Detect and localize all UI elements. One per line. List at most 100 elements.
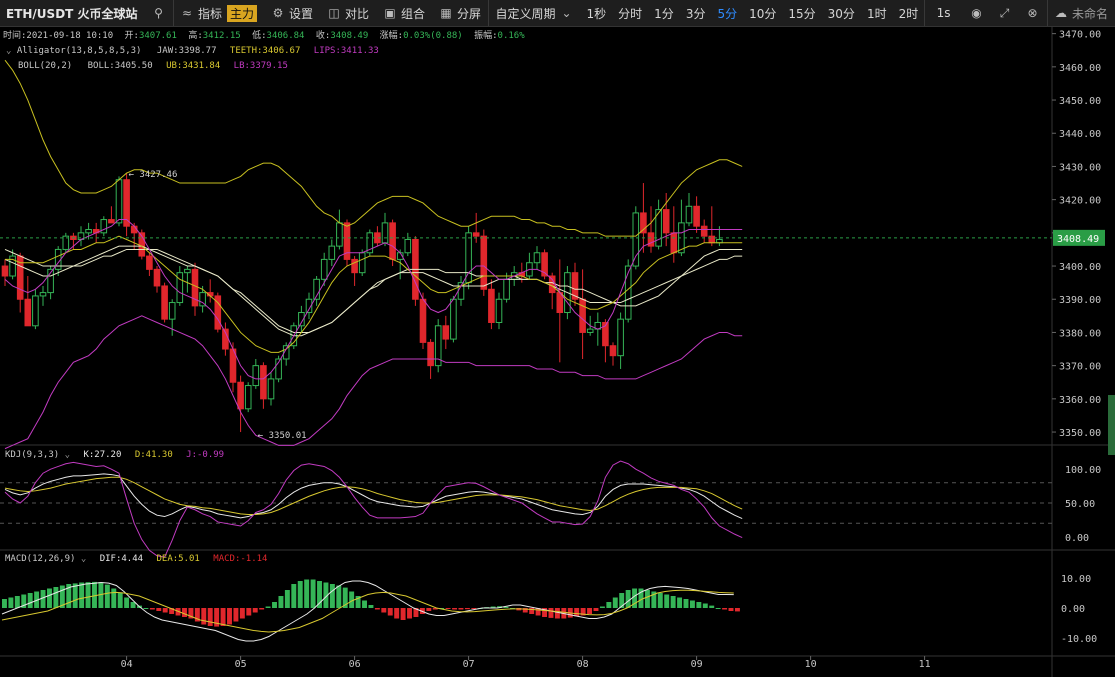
side-panel-handle[interactable] [1108,395,1115,455]
macd-histogram-bar [278,596,284,608]
search-button[interactable]: ⚲ [145,0,173,26]
candle-body [434,325,442,367]
interval-button[interactable]: 1s [936,6,951,20]
macd-histogram-bar [612,597,618,608]
macd-histogram-bar [317,581,322,608]
kdj-tick-label: 0.00 [1065,533,1089,544]
macd-histogram-bar [342,587,348,608]
macd-histogram-bar [702,603,708,608]
macd-histogram-bar [272,602,277,608]
period-tab[interactable]: 1秒 [586,6,607,21]
period-tab[interactable]: 3分 [685,6,706,21]
period-tab[interactable]: 15分 [788,6,816,21]
combo-button[interactable]: ▣ 组合 [376,0,432,26]
y-tick-label: 3470.00 [1059,30,1101,41]
macd-dea-line [1,589,734,633]
candle-body [670,232,678,254]
candle-body [153,268,161,287]
macd-histogram-bar [239,608,245,619]
candle-body [579,298,586,333]
macd-histogram-bar [8,597,14,608]
candle-body [282,345,290,360]
period-tab[interactable]: 1分 [654,6,674,21]
x-tick-label: 10 [805,659,817,670]
boll-legend[interactable]: BOLL(20,2) BOLL:3405.50 UB:3431.84 LB:33… [18,61,288,71]
macd-histogram-bar [284,590,290,608]
candle-body [693,205,700,227]
macd-histogram-bar [130,602,136,608]
kdj-legend[interactable]: KDJ(9,3,3) ⌄ K:27.20 D:41.30 J:-0.99 [5,450,224,460]
period-tab[interactable]: 分时 [618,6,643,21]
macd-histogram-bar [574,608,580,617]
candle-body [343,222,351,260]
macd-tick-label: 10.00 [1061,574,1091,585]
close-icon: ⊗ [1027,6,1038,20]
y-tick-label: 3430.00 [1059,162,1101,173]
macd-tick-label: 0.00 [1061,604,1085,615]
macd-histogram-bar [304,579,310,608]
macd-histogram-bar [194,608,200,622]
x-tick-label: 04 [121,659,133,670]
macd-histogram-bar [625,590,631,608]
macd-histogram-bar [632,588,638,608]
period-tab[interactable]: 5分 [717,6,738,21]
macd-histogram-bar [638,588,644,608]
candle-body [624,265,632,320]
candle-body [480,235,488,290]
compare-button[interactable]: ◫ 对比 [320,0,376,26]
macd-histogram-bar [156,608,162,611]
candle-body [24,298,32,327]
macd-histogram-bar [310,579,316,608]
indicators-button[interactable]: ≈ 指标 主力 [173,0,264,26]
indicators-icon: ≈ [181,6,192,20]
macd-histogram-bar [233,608,239,622]
x-tick-label: 07 [463,659,475,670]
macd-histogram-bar [535,608,541,616]
macd-legend[interactable]: MACD(12,26,9) ⌄ DIF:4.44 DEA:5.01 MACD:-… [5,554,267,564]
macd-histogram-bar [522,608,528,613]
symbol-selector[interactable]: ETH/USDT 火币全球站 [6,6,138,21]
last-price-label: 3408.49 [1057,234,1099,245]
custom-period-dropdown[interactable]: 自定义周期 ⌄ [489,0,581,26]
candle-body [252,365,260,387]
macd-histogram-bar [79,582,85,608]
candle-body [450,298,457,340]
candle-body [632,212,640,267]
macd-histogram-bar [587,608,593,614]
split-screen-button[interactable]: ▦ 分屏 [432,0,488,26]
camera-icon: ◉ [971,6,982,20]
macd-histogram-bar [593,608,599,611]
macd-histogram-bar [677,597,683,608]
fullscreen-button[interactable]: ⤢ [991,0,1019,26]
macd-histogram-bar [323,582,329,608]
macd-histogram-bar [374,608,380,610]
kline-chart[interactable]: ← 3427.46 ← 3350.01 3470.00 3460.00 3450.00… [0,27,1115,677]
candle-body [244,385,252,410]
settings-button[interactable]: ⚙ 设置 [264,0,320,26]
alligator-legend[interactable]: ⌄ Alligator(13,8,5,8,5,3) JAW:3398.77 TE… [6,46,379,56]
candle-body [47,268,54,294]
period-tab[interactable]: 30分 [827,6,855,21]
unnamed-label: 未命名 [1071,6,1108,21]
macd-histogram-bar [220,608,226,626]
candle-body [108,219,115,224]
screenshot-button[interactable]: ◉ [963,0,991,26]
macd-histogram-bar [336,585,342,608]
period-tab[interactable]: 2时 [898,6,919,21]
y-tick-label: 3380.00 [1059,328,1101,339]
macd-histogram-bar [265,606,271,608]
period-tab[interactable]: 10分 [749,6,777,21]
period-tab[interactable]: 1时 [866,6,887,21]
macd-histogram-bar [548,608,554,618]
close-button[interactable]: ⊗ [1019,0,1047,26]
macd-histogram-bar [381,608,387,613]
x-tick-label: 06 [349,659,361,670]
candle-body [640,212,647,234]
save-layout-button[interactable]: ☁ 未命名 [1047,0,1115,26]
macd-histogram-bar [2,599,7,608]
y-tick-label: 3420.00 [1059,196,1101,207]
main-force-badge[interactable]: 主力 [226,4,257,22]
macd-histogram-bar [66,584,72,608]
y-tick-label: 3370.00 [1059,362,1101,373]
macd-histogram-bar [458,608,464,610]
